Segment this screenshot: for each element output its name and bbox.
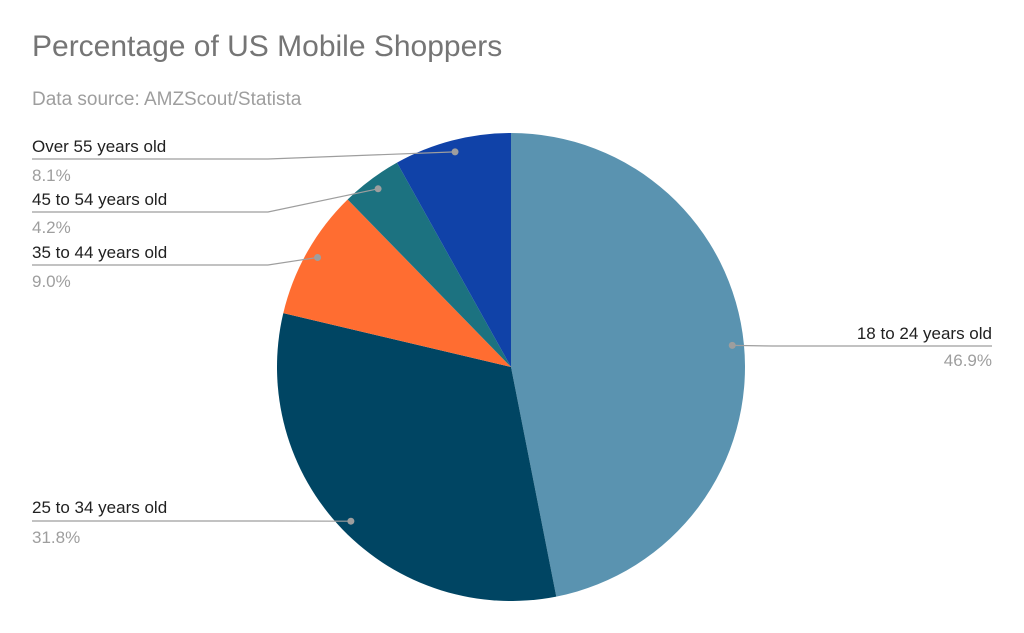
slice-labels: 18 to 24 years old 46.9% 25 to 34 years ol… bbox=[32, 137, 992, 547]
leader-dot bbox=[347, 517, 355, 525]
chart-subtitle: Data source: AMZScout/Statista bbox=[32, 89, 302, 110]
leader-line bbox=[32, 188, 379, 213]
slice-label-name: Over 55 years old bbox=[32, 137, 166, 156]
slice-label-value: 4.2% bbox=[32, 218, 71, 237]
pie-slice bbox=[277, 313, 557, 601]
leader-line bbox=[732, 344, 992, 347]
pie-slice bbox=[283, 199, 511, 367]
slice-label-value: 46.9% bbox=[944, 351, 992, 370]
leader-dot bbox=[451, 148, 459, 156]
slice-label-name: 45 to 54 years old bbox=[32, 190, 167, 209]
pie-slice bbox=[511, 133, 746, 597]
slice-label-name: 35 to 44 years old bbox=[32, 243, 167, 262]
pie-slices bbox=[277, 133, 746, 601]
slice-label-value: 9.0% bbox=[32, 272, 71, 291]
leader-dot bbox=[374, 185, 382, 193]
slice-label-name: 25 to 34 years old bbox=[32, 498, 167, 517]
leader-line bbox=[32, 151, 456, 160]
chart-title: Percentage of US Mobile Shoppers bbox=[32, 30, 503, 63]
slice-label-name: 18 to 24 years old bbox=[857, 324, 992, 343]
pie-slice bbox=[396, 133, 511, 367]
leader-line bbox=[32, 256, 318, 266]
leader-dot bbox=[728, 341, 736, 349]
leader-lines bbox=[32, 148, 992, 525]
leader-dot bbox=[314, 253, 322, 261]
slice-label-value: 31.8% bbox=[32, 528, 80, 547]
slice-label-value: 8.1% bbox=[32, 166, 71, 185]
pie-slice bbox=[347, 162, 511, 367]
